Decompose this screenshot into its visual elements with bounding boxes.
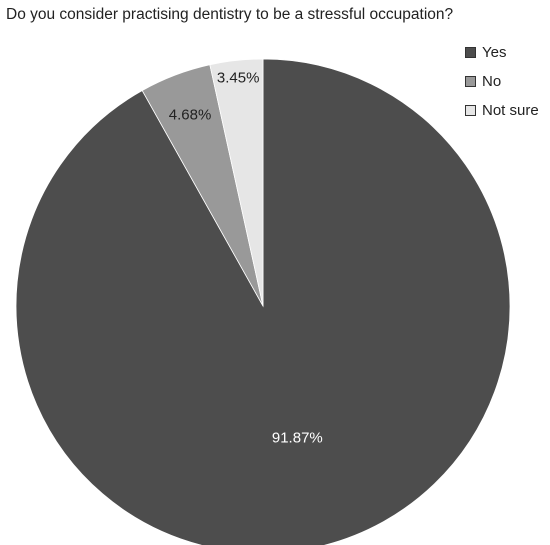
pie-label-yes: 91.87% bbox=[272, 429, 323, 446]
legend: Yes No Not sure bbox=[465, 38, 539, 125]
pie-label-not-sure: 3.45% bbox=[217, 70, 260, 87]
legend-swatch-not-sure bbox=[465, 105, 476, 116]
pie-slice-not-sure bbox=[209, 58, 264, 307]
chart-title: Do you consider practising dentistry to … bbox=[6, 6, 454, 23]
legend-label-yes: Yes bbox=[482, 44, 507, 61]
pie-label-no: 4.68% bbox=[169, 106, 212, 123]
legend-item-no: No bbox=[465, 67, 539, 96]
legend-item-yes: Yes bbox=[465, 38, 539, 67]
legend-item-not-sure: Not sure bbox=[465, 96, 539, 125]
legend-swatch-no bbox=[465, 76, 476, 87]
legend-swatch-yes bbox=[465, 47, 476, 58]
legend-label-not-sure: Not sure bbox=[482, 102, 539, 119]
legend-label-no: No bbox=[482, 73, 502, 90]
